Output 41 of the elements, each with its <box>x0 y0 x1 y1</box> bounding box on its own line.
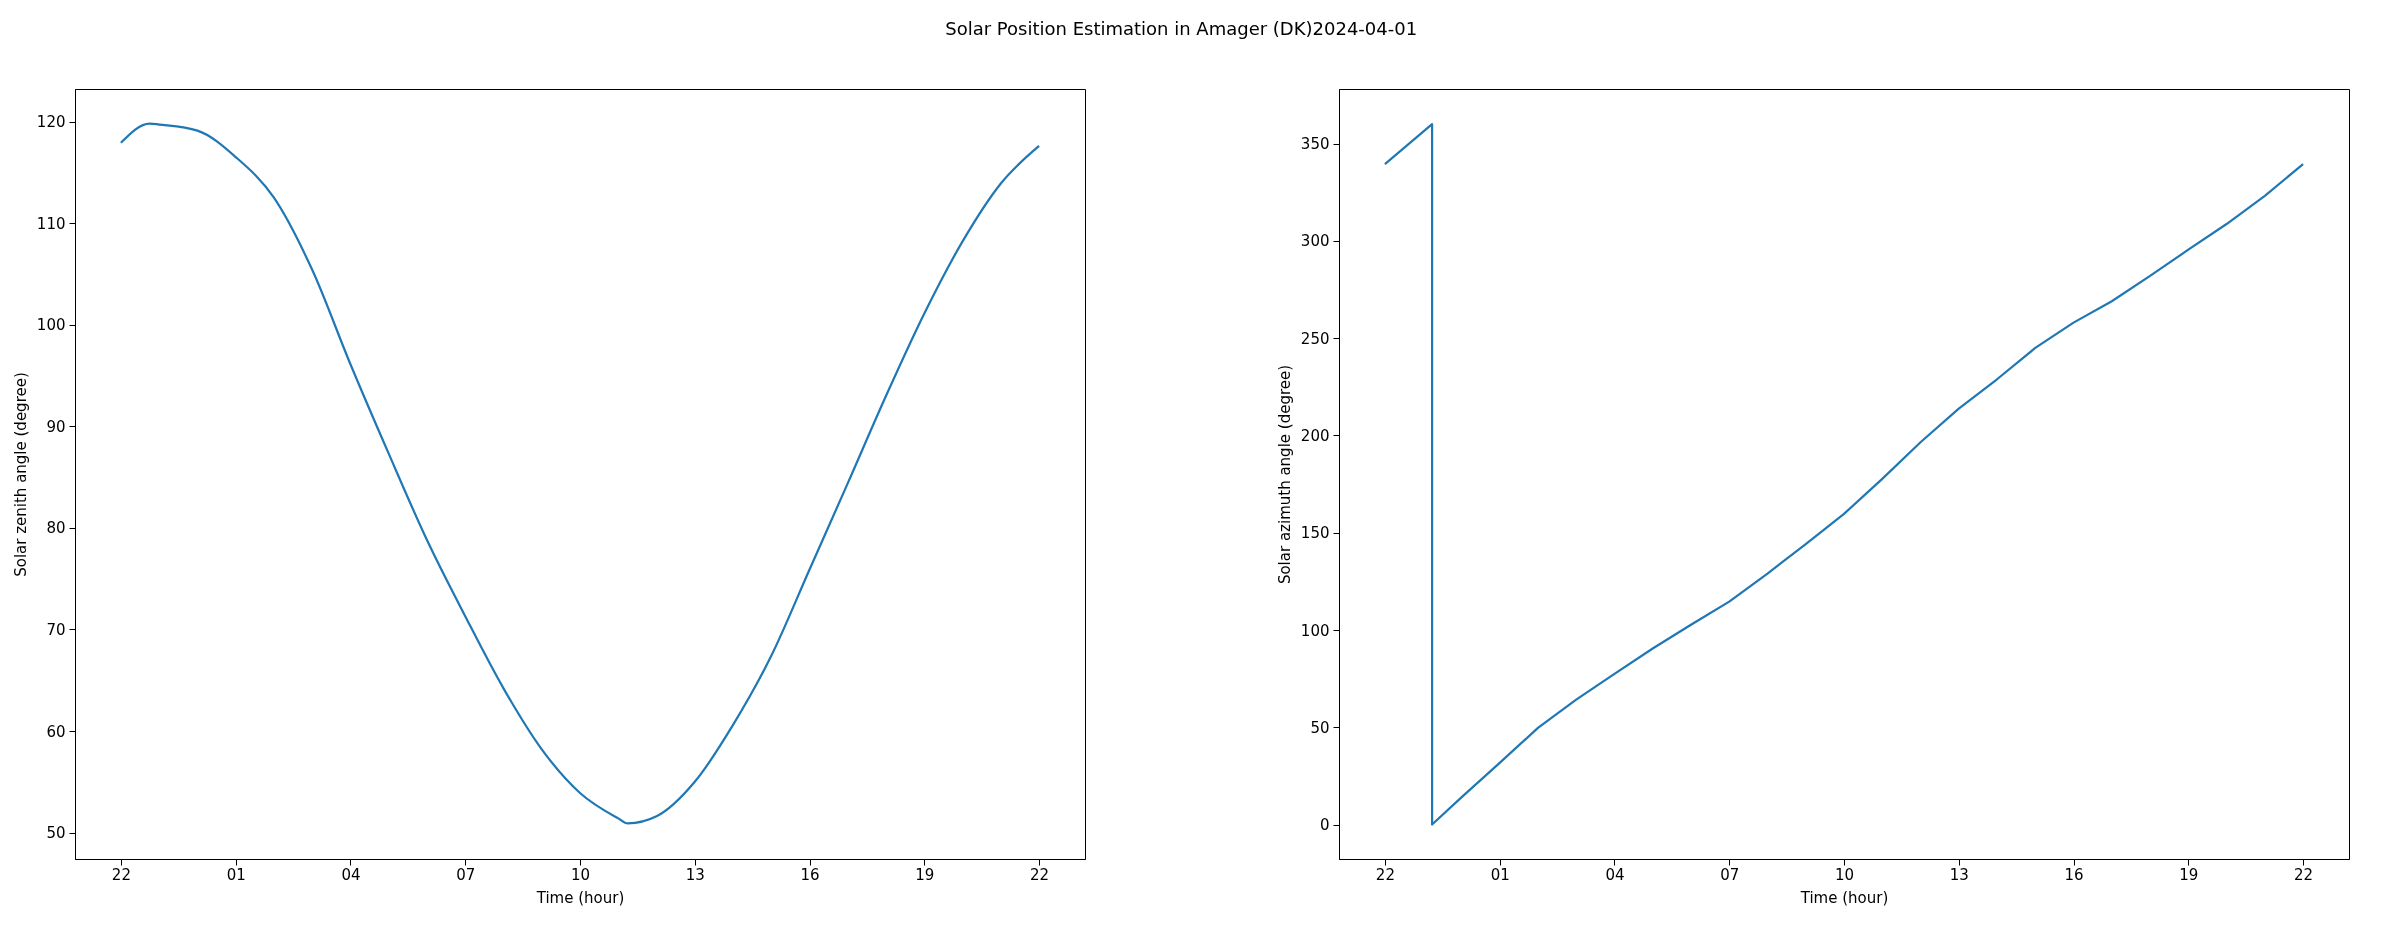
x-tick-label: 19 <box>2179 865 2199 884</box>
x-tick-label: 22 <box>1375 865 1395 884</box>
y-axis-title: Solar azimuth angle (degree) <box>1275 364 1294 585</box>
x-tick-label: 22 <box>1030 865 1050 884</box>
y-tick-label: 80 <box>46 519 66 538</box>
x-tick-label: 07 <box>1720 865 1740 884</box>
line-series <box>119 122 1041 825</box>
y-tick-label: 350 <box>1300 135 1330 154</box>
y-tick-label: 250 <box>1300 329 1330 348</box>
y-tick-label: 100 <box>1300 621 1330 640</box>
text: Solar Position Estimation in Amager (DK)2024-04-01 <box>945 17 1418 39</box>
y-tick-label: 50 <box>1310 718 1330 737</box>
y-tick-label: 90 <box>46 417 66 436</box>
x-tick-label: 10 <box>570 865 591 884</box>
y-tick-label: 150 <box>1300 524 1330 543</box>
x-tick-label: 13 <box>685 865 705 884</box>
x-tick-label: 22 <box>2294 865 2314 884</box>
x-tick-label: 01 <box>226 865 246 884</box>
line-series <box>1383 123 2305 826</box>
y-tick-label: 50 <box>46 824 66 843</box>
x-tick-label: 16 <box>2064 865 2084 884</box>
x-tick-label: 16 <box>800 865 820 884</box>
x-axis-title: Time (hour) <box>535 888 625 907</box>
x-tick-label: 13 <box>1949 865 1969 884</box>
x-tick-label: 07 <box>456 865 476 884</box>
x-tick-label: 04 <box>341 865 361 884</box>
y-tick-label: 70 <box>46 620 66 639</box>
x-axis-title: Time (hour) <box>1799 888 1889 907</box>
y-tick-label: 60 <box>46 722 66 741</box>
y-tick-label: 110 <box>36 214 66 233</box>
y-tick-label: 200 <box>1300 426 1330 445</box>
x-tick-label: 19 <box>915 865 935 884</box>
y-axis-title: Solar zenith angle (degree) <box>11 372 30 577</box>
y-tick-label: 0 <box>1319 816 1330 835</box>
x-tick-label: 10 <box>1834 865 1855 884</box>
x-tick-label: 04 <box>1605 865 1625 884</box>
y-tick-label: 120 <box>36 113 66 132</box>
y-tick-label: 100 <box>36 316 66 335</box>
x-tick-label: 22 <box>111 865 131 884</box>
x-tick-label: 01 <box>1490 865 1510 884</box>
y-tick-label: 300 <box>1300 232 1330 251</box>
